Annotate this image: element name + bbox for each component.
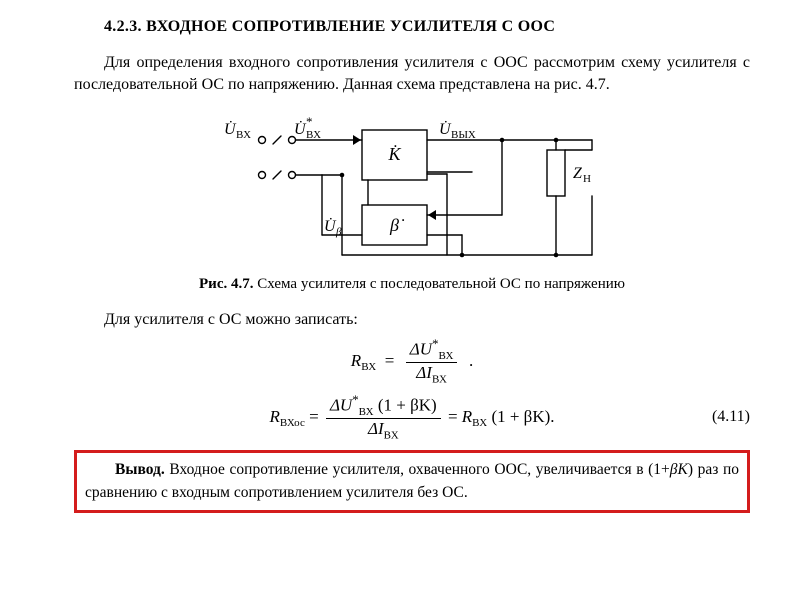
svg-text:ВЫХ: ВЫХ xyxy=(451,129,476,141)
equation-number: (4.11) xyxy=(712,408,750,426)
conclusion-beta-k: βK xyxy=(670,461,688,478)
intro-paragraph: Для определения входного сопротивления у… xyxy=(74,52,750,95)
conclusion-box: Вывод. Входное сопротивление усилителя, … xyxy=(74,450,750,513)
conclusion-lead: Вывод. xyxy=(115,461,165,478)
figure-caption-label: Рис. 4.7. xyxy=(199,276,253,292)
svg-text:*: * xyxy=(306,114,313,129)
section-number: 4.2.3. xyxy=(104,18,142,35)
svg-text:β̇: β̇ xyxy=(389,215,405,235)
figure-caption: Рис. 4.7. Схема усилителя с последовател… xyxy=(74,276,750,293)
figure-caption-text: Схема усилителя с последовательной ОС по… xyxy=(257,276,625,292)
conclusion-text-a: Входное сопротивление усилителя, охвачен… xyxy=(165,461,670,478)
figure-4-7: K̇β̇ZНU̇ВХU̇*ВХU̇ВЫХU̇β xyxy=(74,105,750,270)
svg-text:Z: Z xyxy=(573,165,583,182)
section-heading: 4.2.3. ВХОДНОЕ СОПРОТИВЛЕНИЕ УСИЛИТЕЛЯ С… xyxy=(104,18,750,36)
equation-rvx: RВХ = ΔU*ВХ ΔIВХ . xyxy=(74,337,750,387)
svg-text:ВХ: ВХ xyxy=(306,129,321,141)
section-title-text: ВХОДНОЕ СОПРОТИВЛЕНИЕ УСИЛИТЕЛЯ С ООС xyxy=(146,18,555,35)
svg-text:Н: Н xyxy=(583,173,591,185)
equation-rvxoc: RВХос = ΔU*ВХ (1 + βK) ΔIВХ = RВХ (1 + β… xyxy=(74,393,750,443)
svg-text:ВХ: ВХ xyxy=(236,129,251,141)
circuit-diagram: K̇β̇ZНU̇ВХU̇*ВХU̇ВЫХU̇β xyxy=(202,105,622,265)
equations-lead: Для усилителя с ОС можно записать: xyxy=(74,309,750,331)
svg-text:β: β xyxy=(335,226,342,238)
svg-text:K̇: K̇ xyxy=(387,143,401,164)
